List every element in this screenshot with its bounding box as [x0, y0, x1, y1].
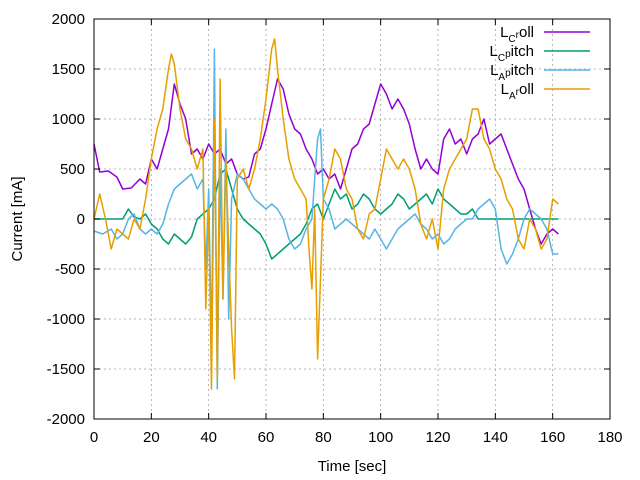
- x-tick-label: 60: [258, 429, 275, 446]
- x-tick-label: 100: [368, 429, 393, 446]
- series-line-3: [93, 38, 559, 390]
- legend-entry-0: LCroll: [500, 24, 590, 45]
- x-tick-label: 40: [200, 429, 217, 446]
- legend-entry-1: LCpitch: [490, 43, 590, 64]
- legend-label-main: L: [490, 43, 498, 60]
- series-line-2: [93, 48, 559, 390]
- y-axis-label: Current [mA]: [9, 176, 26, 261]
- y-tick-label: 2000: [52, 11, 85, 28]
- legend-label: LCroll: [500, 24, 534, 45]
- legend-label-main: L: [490, 62, 498, 79]
- legend-label: LAroll: [501, 81, 534, 102]
- legend-label: LCpitch: [490, 43, 534, 64]
- axis-ticks: 0 20 40 60 80 100 120 140 160 180 -2000 -1500 -1000 -…: [47, 11, 623, 446]
- x-tick-label: 80: [315, 429, 332, 446]
- legend-label-sub: A: [509, 91, 516, 102]
- legend-label-sub: C: [498, 53, 505, 64]
- legend-label-tail: itch: [511, 43, 534, 60]
- y-tick-label: -1000: [47, 311, 85, 328]
- x-tick-label: 160: [540, 429, 565, 446]
- y-tick-label: -2000: [47, 411, 85, 428]
- y-tick-label: 500: [60, 161, 85, 178]
- y-tick-label: 1500: [52, 61, 85, 78]
- y-tick-label: 1000: [52, 111, 85, 128]
- legend-label-tail: itch: [511, 62, 534, 79]
- y-tick-label: 0: [77, 211, 85, 228]
- legend-entry-2: LApitch: [490, 62, 590, 83]
- legend-label-sub2: r: [516, 87, 520, 98]
- legend-label-tail: oll: [519, 24, 534, 41]
- y-tick-label: -500: [55, 261, 85, 278]
- y-tick-label: -1500: [47, 361, 85, 378]
- x-tick-label: 120: [425, 429, 450, 446]
- x-tick-label: 0: [90, 429, 98, 446]
- series-line-0: [93, 78, 559, 245]
- legend-label-tail: oll: [519, 81, 534, 98]
- legend-label-sub2: p: [505, 49, 511, 60]
- legend-label-sub: A: [498, 72, 505, 83]
- legend-label-sub2: p: [505, 68, 511, 79]
- legend-label-main: L: [500, 24, 508, 41]
- legend-label: LApitch: [490, 62, 534, 83]
- series-lines: [93, 38, 559, 390]
- legend-label-main: L: [501, 81, 509, 98]
- x-tick-label: 20: [143, 429, 160, 446]
- legend-label-sub2: r: [516, 30, 520, 41]
- x-tick-label: 140: [483, 429, 508, 446]
- series-line-1: [94, 168, 559, 260]
- x-tick-label: 180: [597, 429, 622, 446]
- x-axis-label: Time [sec]: [318, 458, 387, 475]
- legend-entry-3: LAroll: [501, 81, 590, 102]
- legend-label-sub: C: [508, 34, 515, 45]
